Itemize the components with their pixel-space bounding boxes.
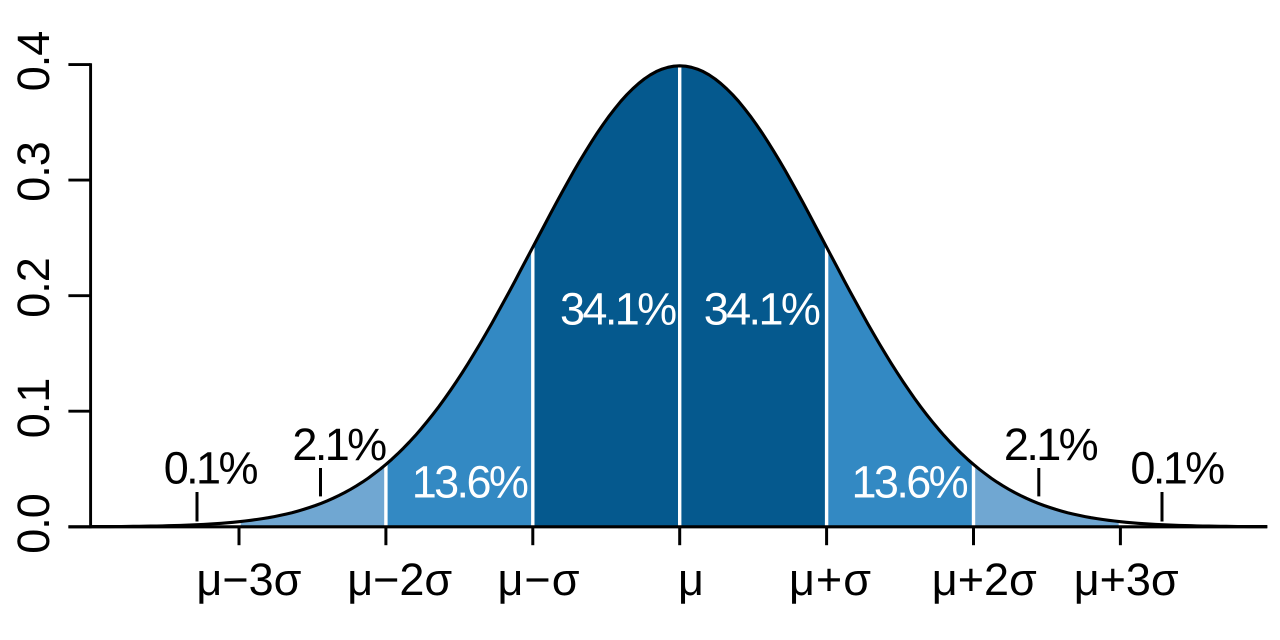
svg-text:μ−3σ: μ−3σ <box>196 554 301 605</box>
svg-text:μ−σ: μ−σ <box>498 554 581 605</box>
svg-text:34.1%: 34.1% <box>560 284 676 335</box>
svg-text:0.1: 0.1 <box>8 379 59 439</box>
svg-text:μ+2σ: μ+2σ <box>932 554 1037 605</box>
svg-text:μ+σ: μ+σ <box>789 554 872 605</box>
svg-text:0.0: 0.0 <box>8 494 59 554</box>
svg-text:13.6%: 13.6% <box>851 456 967 507</box>
svg-text:2.1%: 2.1% <box>1004 419 1098 470</box>
svg-text:μ: μ <box>678 554 704 605</box>
svg-text:34.1%: 34.1% <box>704 284 820 335</box>
svg-text:μ+3σ: μ+3σ <box>1074 554 1179 605</box>
svg-text:0.1%: 0.1% <box>164 443 258 494</box>
svg-text:0.2: 0.2 <box>8 258 59 318</box>
svg-text:μ−2σ: μ−2σ <box>347 554 452 605</box>
svg-text:0.4: 0.4 <box>8 32 59 92</box>
svg-text:0.3: 0.3 <box>8 142 59 202</box>
svg-text:2.1%: 2.1% <box>292 419 386 470</box>
svg-text:13.6%: 13.6% <box>412 456 528 507</box>
svg-text:0.1%: 0.1% <box>1130 443 1224 494</box>
